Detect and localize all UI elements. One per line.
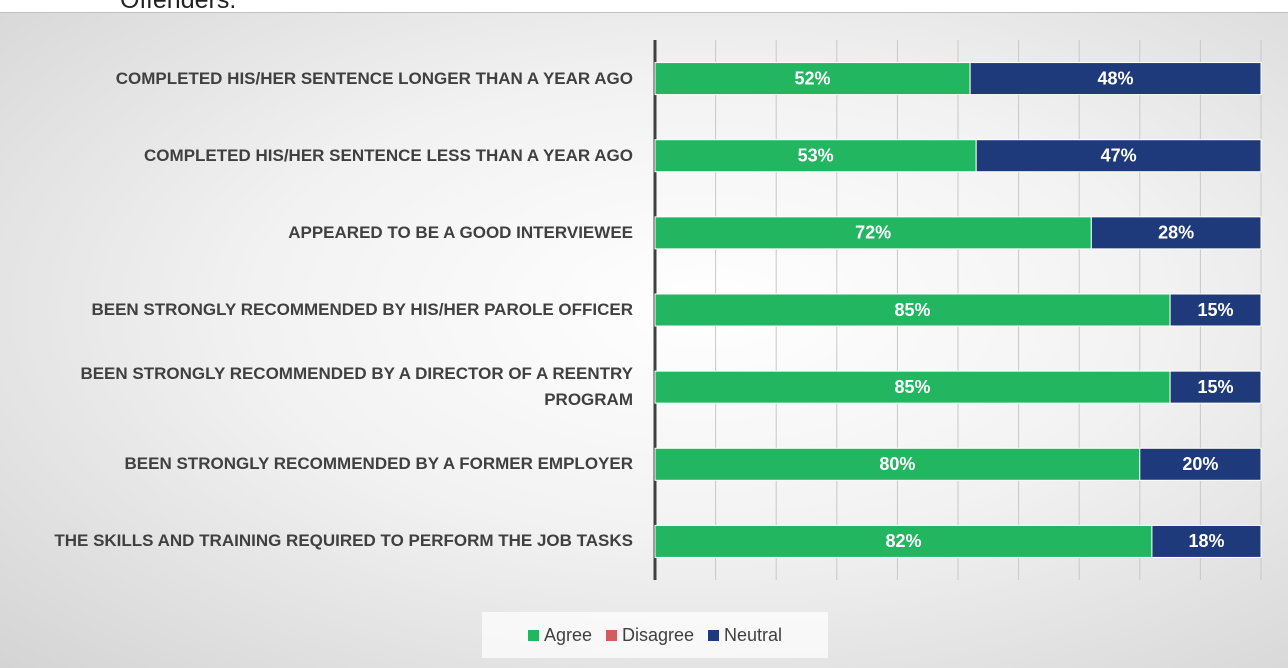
data-label: 80% bbox=[879, 454, 915, 474]
data-label: 52% bbox=[795, 68, 831, 88]
bar-segment bbox=[654, 447, 1141, 481]
bar-segment bbox=[969, 62, 1262, 96]
chart-title: Offenders. bbox=[120, 0, 237, 14]
category-label: COMPLETED HIS/HER SENTENCE LONGER THAN A… bbox=[115, 68, 633, 88]
data-label: 15% bbox=[1198, 377, 1234, 397]
data-label: 28% bbox=[1158, 223, 1194, 243]
data-label: 85% bbox=[895, 300, 931, 320]
legend-entry: Disagree bbox=[605, 624, 695, 646]
bar-segment bbox=[1151, 524, 1262, 558]
category-label: COMPLETED HIS/HER SENTENCE LESS THAN A Y… bbox=[144, 145, 633, 165]
legend-swatch bbox=[605, 629, 617, 641]
data-label: 48% bbox=[1098, 68, 1134, 88]
bar-segment bbox=[654, 370, 1171, 404]
bar-segment bbox=[654, 139, 977, 173]
bar-segment bbox=[1139, 447, 1262, 481]
category-label: THE SKILLS AND TRAINING REQUIRED TO PERF… bbox=[54, 531, 633, 551]
data-label: 85% bbox=[895, 377, 931, 397]
legend-label: Agree bbox=[543, 624, 592, 645]
category-label: BEEN STRONGLY RECOMMENDED BY HIS/HER PAR… bbox=[91, 300, 633, 319]
legend-swatch bbox=[708, 629, 720, 641]
data-label: 72% bbox=[855, 223, 891, 243]
category-label: BEEN STRONGLY RECOMMENDED BY A FORMER EM… bbox=[124, 454, 633, 474]
bar-segment bbox=[1090, 216, 1262, 250]
bar-segment bbox=[1169, 293, 1262, 327]
bar-segment bbox=[975, 139, 1262, 173]
legend-label: Neutral bbox=[724, 624, 783, 645]
chart-area bbox=[0, 12, 1288, 668]
bar-segment bbox=[654, 293, 1171, 327]
category-label: APPEARED TO BE A GOOD INTERVIEWEE bbox=[288, 222, 633, 242]
data-label: 18% bbox=[1188, 531, 1224, 551]
data-label: 20% bbox=[1182, 454, 1218, 474]
data-label: 82% bbox=[885, 531, 921, 551]
legend-entry: Agree bbox=[527, 624, 592, 646]
data-label: 47% bbox=[1101, 145, 1137, 165]
data-label: 53% bbox=[798, 145, 834, 165]
data-label: 15% bbox=[1198, 300, 1234, 320]
legend-swatch bbox=[527, 629, 539, 641]
legend: Agree Disagree Neutral bbox=[482, 612, 828, 658]
category-label: BEEN STRONGLY RECOMMENDED BY A DIRECTOR … bbox=[80, 364, 633, 410]
legend-entry: Neutral bbox=[708, 625, 782, 646]
bar-segment bbox=[1169, 370, 1262, 404]
bar-segment bbox=[654, 62, 971, 96]
legend-label: Disagree bbox=[621, 624, 695, 645]
